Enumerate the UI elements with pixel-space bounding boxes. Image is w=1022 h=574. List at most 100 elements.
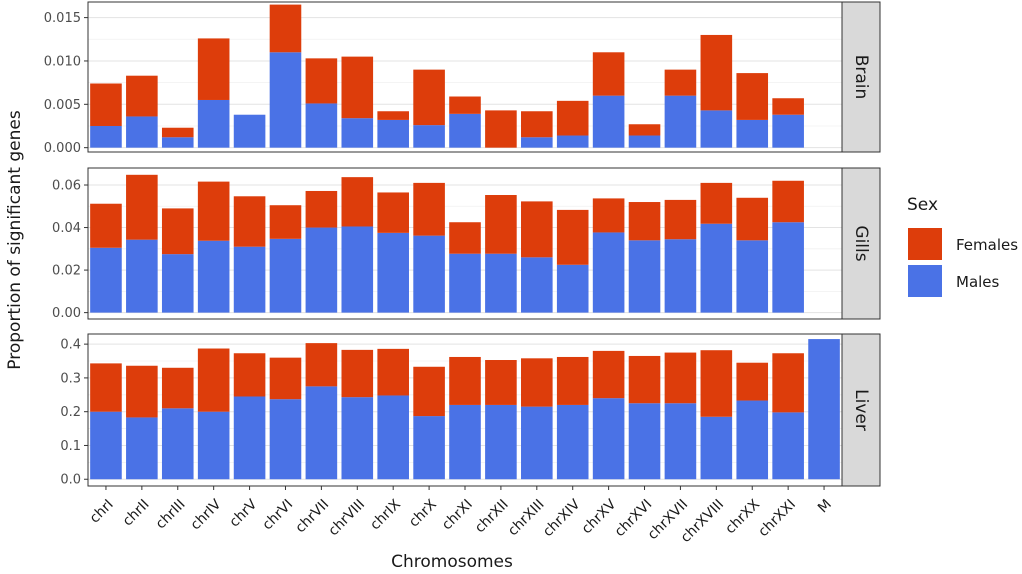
bar-liver-m-males <box>808 339 840 480</box>
legend-label-males: Males <box>956 273 1000 291</box>
bar-liver-chrxx-males <box>736 400 769 480</box>
bar-liver-chrxiii-males <box>521 406 553 480</box>
bar-gills-chrxxi-females <box>772 180 804 223</box>
bar-gills-chrxiii-females <box>521 201 553 258</box>
bar-gills-chrv-males <box>233 246 266 313</box>
bar-gills-chrvi-females <box>269 205 302 239</box>
bar-gills-chrxviii-males <box>700 223 733 313</box>
bar-liver-chrxxi-females <box>772 353 804 413</box>
bar-brain-chrviii-females <box>341 56 374 119</box>
bar-liver-chrxii-females <box>485 360 517 405</box>
bar-liver-chrviii-females <box>341 349 374 398</box>
bar-gills-chrxi-males <box>449 253 481 313</box>
y-tick-label: 0.02 <box>52 264 81 279</box>
y-tick-label: 0.0 <box>60 473 81 488</box>
bar-liver-chrxv-males <box>592 398 625 480</box>
y-tick-label: 0.3 <box>60 371 81 386</box>
bar-liver-chrviii-males <box>341 397 374 480</box>
bar-brain-chri-females <box>90 83 122 126</box>
x-tick-label-chriv: chrIV <box>188 496 225 533</box>
bar-gills-chrx-females <box>413 182 445 236</box>
legend-swatch-males <box>908 265 942 297</box>
bar-brain-chrxx-females <box>736 73 769 120</box>
bar-liver-chrii-males <box>126 417 158 480</box>
y-tick-label: 0.00 <box>52 306 81 321</box>
bar-gills-chrv-females <box>233 196 266 247</box>
bar-gills-chrxvii-females <box>664 199 697 240</box>
bar-gills-chrii-males <box>126 239 158 313</box>
y-tick-label: 0.2 <box>60 405 81 420</box>
x-tick-label-chrxi: chrXI <box>439 497 476 534</box>
bar-brain-chrxiii-males <box>521 137 553 148</box>
x-tick-label-chrvi: chrVI <box>260 497 297 534</box>
bar-brain-chrix-females <box>377 111 409 120</box>
bar-brain-chrvi-males <box>269 52 302 148</box>
bar-brain-chrxiii-females <box>521 111 553 138</box>
bar-liver-chrxiii-females <box>521 358 553 407</box>
bar-brain-chrxx-males <box>736 119 769 148</box>
bar-gills-chrxiv-females <box>556 209 589 265</box>
bar-brain-chrvii-females <box>305 58 338 104</box>
bar-brain-chriii-females <box>161 127 194 138</box>
facet-strip <box>841 1 881 153</box>
bar-liver-chrxii-males <box>485 404 517 480</box>
bar-gills-chriii-males <box>161 254 194 313</box>
bar-gills-chrxvi-males <box>628 240 661 313</box>
bar-liver-chrix-females <box>377 348 409 396</box>
bar-liver-chrxi-females <box>449 356 481 405</box>
bar-brain-chrxvii-females <box>664 69 697 96</box>
bar-liver-chrii-females <box>126 365 158 418</box>
bar-brain-chri-males <box>90 125 122 148</box>
x-tick-label-m: M <box>815 497 835 517</box>
bar-brain-chrxiv-females <box>556 100 589 136</box>
bar-liver-chrv-males <box>233 396 266 480</box>
bar-liver-chri-males <box>90 411 122 480</box>
bar-liver-chrxviii-females <box>700 350 733 417</box>
x-tick-label-chriii: chrIII <box>153 497 189 533</box>
bar-gills-chrxii-females <box>485 195 517 254</box>
bar-liver-chriv-males <box>197 411 230 480</box>
bar-liver-chrxi-males <box>449 404 481 480</box>
bar-liver-chrvii-males <box>305 386 338 480</box>
x-tick-label-chrxiii: chrXIII <box>505 497 548 540</box>
bar-brain-chrxi-females <box>449 96 481 114</box>
bar-gills-chrxi-females <box>449 222 481 254</box>
bar-gills-chriv-males <box>197 240 230 313</box>
bar-gills-chri-females <box>90 203 122 248</box>
bar-gills-chrxx-males <box>736 240 769 313</box>
bar-liver-chrxvi-females <box>628 355 661 404</box>
bar-liver-chrvii-females <box>305 343 338 387</box>
facet-strip-label: Liver <box>851 389 871 431</box>
bar-gills-chrviii-males <box>341 226 374 313</box>
bar-liver-chrxvi-males <box>628 403 661 480</box>
legend-title: Sex <box>907 195 938 215</box>
bar-gills-chrii-females <box>126 174 158 240</box>
facet-strip <box>841 333 881 487</box>
x-tick-label-chrviii: chrVIII <box>325 497 368 540</box>
y-tick-label: 0.010 <box>44 54 81 69</box>
bar-brain-chrxviii-females <box>700 34 733 111</box>
y-tick-label: 0.4 <box>60 338 81 353</box>
legend: Sex Females Males <box>907 195 1018 297</box>
bar-brain-chrii-males <box>126 116 158 148</box>
x-tick-label-chrix: chrIX <box>367 496 404 533</box>
bar-gills-chrx-males <box>413 235 445 313</box>
bar-liver-chrx-males <box>413 416 445 480</box>
bar-brain-chrxviii-males <box>700 110 733 148</box>
bar-liver-chri-females <box>90 363 122 412</box>
bar-brain-chrvii-males <box>305 103 338 148</box>
bar-gills-chrxviii-females <box>700 182 733 224</box>
bar-gills-chrxvi-females <box>628 202 661 241</box>
bar-gills-chrxii-males <box>485 253 517 313</box>
bar-brain-chrxiv-males <box>556 135 589 148</box>
bar-gills-chrix-males <box>377 232 409 313</box>
x-tick-label-chri: chrI <box>87 497 117 527</box>
bar-liver-chriii-females <box>161 367 194 409</box>
legend-label-females: Females <box>956 236 1018 254</box>
x-tick-label-chrxiv: chrXIV <box>540 496 584 540</box>
panel-gills: 0.00 0.02 0.04 0.06 Gills <box>52 167 881 321</box>
bar-brain-chrxii-females <box>485 110 517 148</box>
bar-liver-chrvi-females <box>269 357 302 400</box>
bar-gills-chriii-females <box>161 208 194 255</box>
